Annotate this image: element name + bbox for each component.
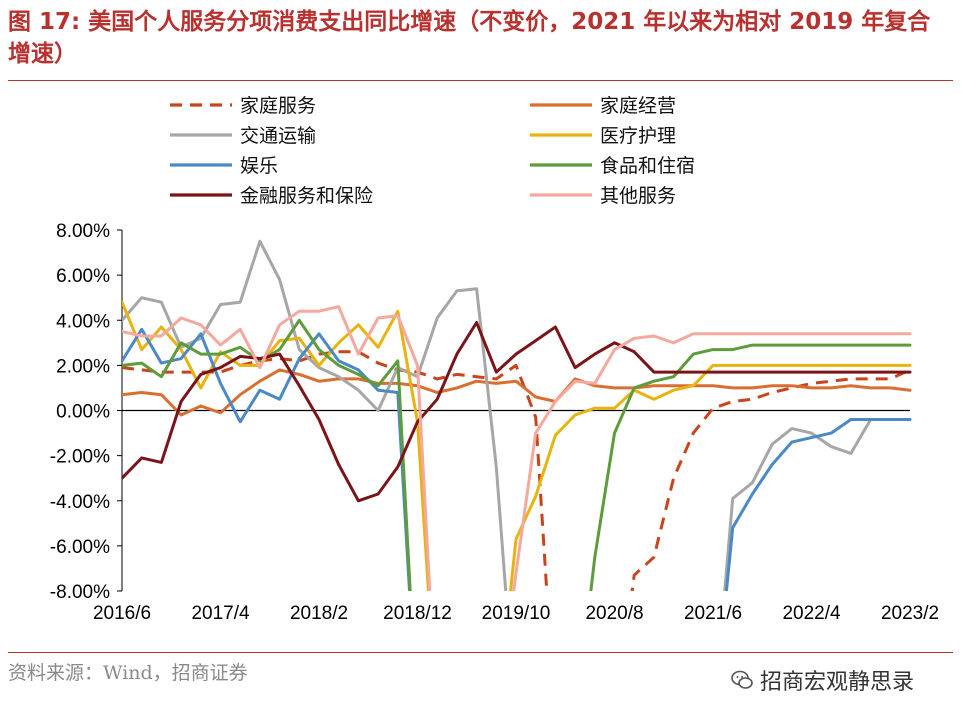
legend-label: 食品和住宿 [600, 155, 695, 177]
y-tick-label: 4.00% [56, 311, 110, 332]
y-tick-label: -2.00% [50, 447, 110, 468]
legend-label: 医疗护理 [600, 125, 676, 147]
chart-title: 图 17: 美国个人服务分项消费支出同比增速（不变价，2021 年以来为相对 2… [8, 9, 931, 67]
y-axis: 8.00% 6.00% 4.00% 2.00% 0.00% -2.00% -4.00% -6.… [50, 221, 123, 603]
x-tick-label: 2021/6 [684, 603, 742, 624]
x-tick-label: 2018/12 [383, 603, 452, 624]
y-tick-label: 6.00% [56, 266, 110, 287]
y-tick-label: 8.00% [56, 221, 110, 242]
watermark: 招商宏观静思录 [730, 664, 914, 696]
plot-area [122, 239, 912, 591]
x-tick-label: 2020/8 [585, 603, 643, 624]
wechat-icon [731, 670, 753, 689]
x-tick-label: 2023/2 [881, 603, 939, 624]
legend-label: 家庭服务 [240, 95, 316, 117]
y-tick-label: -6.00% [50, 537, 110, 558]
footer-divider [8, 652, 953, 653]
legend-label: 娱乐 [240, 155, 278, 177]
x-tick-label: 2017/4 [191, 603, 250, 624]
series-line-1 [122, 368, 912, 417]
title-divider [8, 80, 953, 81]
x-tick-label: 2018/2 [290, 603, 348, 624]
source-note: 资料来源：Wind，招商证券 [8, 662, 248, 684]
y-tick-label: 2.00% [56, 356, 110, 377]
x-tick-label: 2019/10 [482, 603, 551, 624]
series-line-0 [122, 350, 911, 591]
y-tick-label: -4.00% [50, 492, 110, 513]
y-tick-label: 0.00% [56, 402, 110, 423]
series-line-4 [122, 327, 912, 591]
legend-label: 其他服务 [600, 185, 676, 207]
x-axis: 2016/6 2017/4 2018/2 2018/12 2019/10 2020/8 20… [93, 409, 939, 624]
x-tick-label: 2016/6 [93, 603, 151, 624]
x-tick-label: 2022/4 [782, 603, 841, 624]
series-line-6 [122, 321, 912, 503]
legend-label: 金融服务和保险 [240, 185, 373, 207]
series-line-7 [122, 305, 912, 591]
series-line-3 [122, 300, 912, 591]
y-tick-label: -8.00% [50, 582, 110, 603]
legend-label: 家庭经营 [600, 95, 676, 117]
watermark-text: 招商宏观静思录 [760, 670, 915, 695]
legend-label: 交通运输 [240, 125, 316, 147]
series-line-2 [122, 239, 912, 591]
